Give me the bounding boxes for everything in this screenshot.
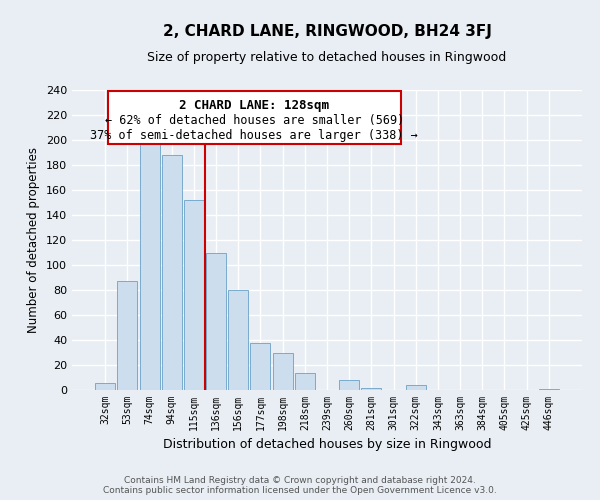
Text: 37% of semi-detached houses are larger (338) →: 37% of semi-detached houses are larger (… [91,129,418,142]
Bar [295,372,315,390]
Bar [272,352,293,390]
Bar [184,200,204,390]
Text: 2, CHARD LANE, RINGWOOD, BH24 3FJ: 2, CHARD LANE, RINGWOOD, BH24 3FJ [163,24,491,39]
X-axis label: Distribution of detached houses by size in Ringwood: Distribution of detached houses by size … [163,438,491,452]
FancyBboxPatch shape [108,92,401,144]
Bar [140,144,160,390]
Bar [206,252,226,390]
Text: 2 CHARD LANE: 128sqm: 2 CHARD LANE: 128sqm [179,99,329,112]
Bar [361,388,382,390]
Bar [406,385,426,390]
Bar [95,382,115,390]
Bar [339,380,359,390]
Y-axis label: Number of detached properties: Number of detached properties [28,147,40,333]
Text: ← 62% of detached houses are smaller (569): ← 62% of detached houses are smaller (56… [104,114,404,127]
Bar [162,155,182,390]
Bar [118,281,137,390]
Bar [539,389,559,390]
Bar [250,342,271,390]
Text: Size of property relative to detached houses in Ringwood: Size of property relative to detached ho… [148,51,506,64]
Text: Contains HM Land Registry data © Crown copyright and database right 2024.
Contai: Contains HM Land Registry data © Crown c… [103,476,497,495]
Bar [228,290,248,390]
